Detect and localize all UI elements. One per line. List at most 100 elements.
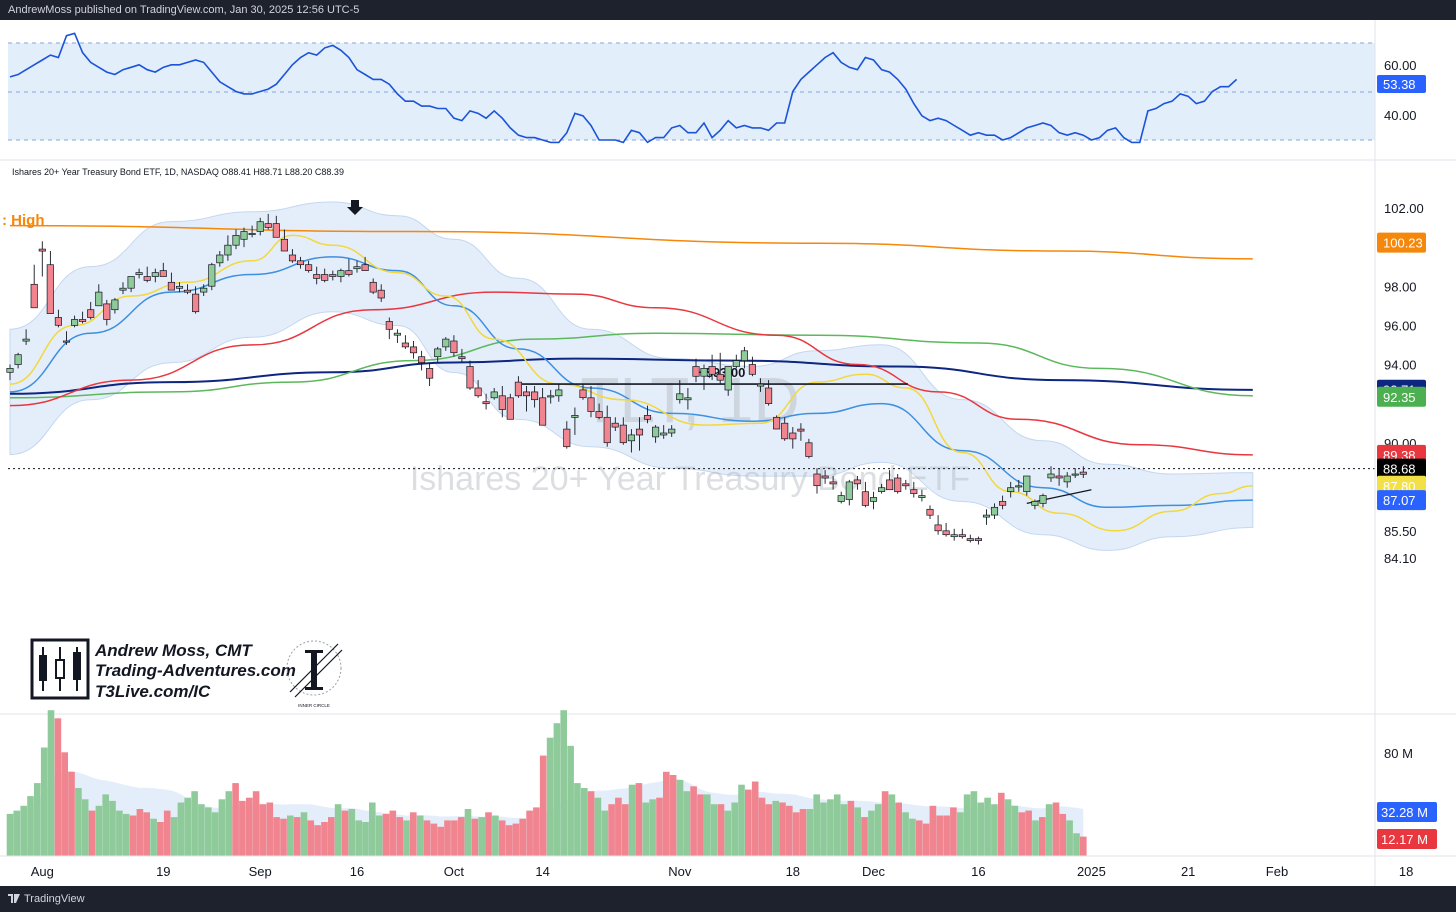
volume-bar	[95, 805, 103, 856]
candle	[668, 425, 676, 437]
volume-bar	[642, 802, 650, 856]
volume-bar	[847, 800, 855, 856]
volume-bar	[485, 812, 492, 856]
brand-name: Andrew Moss, CMT	[94, 641, 253, 660]
candle	[280, 229, 288, 252]
candle	[313, 266, 321, 285]
price-badge-value: 87.80	[1383, 479, 1416, 494]
candle	[409, 341, 418, 359]
published-header: AndrewMoss published on TradingView.com,…	[0, 0, 1456, 20]
candle	[1071, 468, 1079, 478]
volume-bar	[314, 825, 321, 856]
candle	[990, 503, 999, 519]
price-pane: Ishares 20+ Year Treasury Bond ETF, 1D, …	[2, 167, 1426, 566]
candle	[902, 479, 910, 490]
price-tick-0: 102.00	[1384, 201, 1424, 216]
volume-badge-value: 32.28 M	[1381, 805, 1428, 820]
candle	[748, 356, 756, 377]
candle	[724, 366, 732, 396]
candle	[127, 276, 135, 293]
candle	[797, 423, 805, 441]
candle	[716, 352, 724, 385]
volume-bar	[1059, 813, 1067, 856]
volume-bar	[300, 812, 308, 856]
volume-bar	[389, 810, 397, 856]
volume-bar	[526, 810, 533, 856]
volume-bar	[396, 817, 403, 856]
volume-bar	[184, 797, 191, 856]
volume-bar	[143, 812, 150, 856]
rsi-line	[9, 32, 1238, 144]
volume-bar	[266, 802, 274, 856]
time-tick-8: Dec	[862, 864, 886, 879]
volume-bar	[444, 820, 451, 856]
candle	[603, 405, 611, 447]
volume-bar	[136, 809, 144, 856]
candle	[579, 384, 587, 400]
chart-svg[interactable]: 60.00 40.00 53.38 Ishares 20+ Year Treas…	[0, 20, 1456, 886]
overlay-line-1	[9, 357, 1253, 395]
volume-bar	[758, 797, 766, 856]
candle	[119, 282, 127, 295]
price-tick-2: 96.00	[1384, 318, 1417, 333]
candle	[200, 284, 208, 296]
candle	[62, 331, 71, 345]
candle	[942, 523, 950, 537]
volume-bar	[799, 809, 807, 856]
volume-bar	[307, 820, 315, 856]
brand-site: Trading-Adventures.com	[95, 661, 296, 680]
candle	[982, 509, 991, 525]
volume-bar	[943, 815, 950, 856]
time-tick-5: 14	[535, 864, 549, 879]
candle	[224, 235, 232, 261]
volume-bar	[751, 781, 759, 856]
candle	[442, 337, 450, 351]
volume-bar	[68, 771, 75, 856]
volume-bar	[334, 804, 342, 856]
candle	[482, 393, 490, 410]
volume-bar	[574, 783, 581, 856]
volume-bar	[191, 791, 198, 856]
candle	[627, 429, 635, 453]
rsi-tick-60: 60.00	[1384, 58, 1417, 73]
candle	[111, 298, 119, 314]
volume-bar	[375, 815, 383, 856]
volume-bar	[287, 815, 294, 856]
candle	[498, 386, 506, 418]
volume-bar	[854, 807, 861, 856]
candle	[159, 262, 167, 277]
candle	[506, 393, 514, 420]
volume-bar	[252, 791, 260, 856]
candle	[175, 282, 184, 293]
volume-bar	[820, 802, 827, 856]
volume-bar	[471, 818, 479, 856]
price-tick-5: 85.50	[1384, 524, 1417, 539]
volume-bar	[1025, 810, 1032, 856]
candle	[1039, 493, 1047, 508]
candle	[611, 417, 619, 431]
candle	[571, 407, 579, 435]
volume-bar	[13, 810, 21, 856]
volume-bar	[779, 802, 786, 856]
candle	[192, 286, 200, 314]
overlay-line-2	[9, 332, 1253, 399]
candle	[272, 215, 280, 238]
candle	[999, 495, 1007, 510]
volume-bar	[81, 799, 89, 856]
tradingview-logo-icon	[8, 894, 20, 903]
volume-badge-value: 12.17 M	[1381, 832, 1428, 847]
volume-bar	[129, 815, 137, 856]
price-tick-6: 84.10	[1384, 551, 1417, 566]
candle	[401, 335, 409, 349]
candle	[894, 474, 902, 494]
published-text: AndrewMoss published on TradingView.com,…	[8, 4, 360, 16]
volume-bar	[909, 818, 916, 856]
volume-bar	[512, 823, 520, 856]
volume-bar	[915, 820, 923, 856]
candle	[531, 386, 539, 408]
candle	[692, 358, 700, 383]
volume-bar	[998, 792, 1005, 856]
volume-bar	[293, 817, 301, 856]
candle	[732, 354, 740, 369]
volume-badges: 32.28 M 12.17 M	[1377, 802, 1437, 849]
